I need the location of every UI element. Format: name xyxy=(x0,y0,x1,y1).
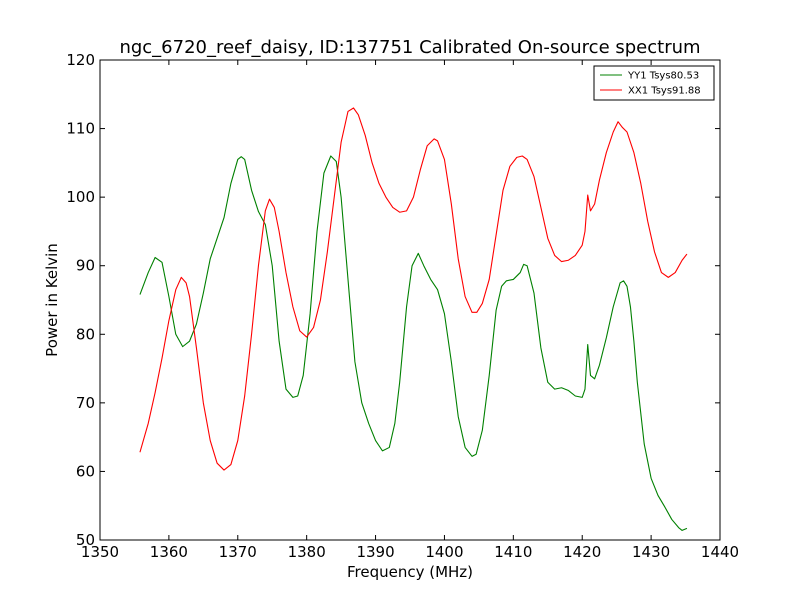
y-tick-label: 90 xyxy=(76,257,95,275)
series-layer xyxy=(139,107,688,531)
y-tick-label: 100 xyxy=(66,188,95,206)
x-tick-label: 1420 xyxy=(563,543,601,561)
x-tick-label: 1400 xyxy=(425,543,463,561)
x-axis-label: Frequency (MHz) xyxy=(347,563,473,581)
x-tick-label: 1380 xyxy=(288,543,326,561)
plot-frame xyxy=(99,59,721,541)
x-tick-label: 1440 xyxy=(701,543,739,561)
x-tick-label: 1390 xyxy=(356,543,394,561)
y-tick-label: 50 xyxy=(76,531,95,549)
legend: YY1 Tsys80.53 XX1 Tsys91.88 xyxy=(593,65,715,101)
y-tick-label: 60 xyxy=(76,462,95,480)
x-tick-label: 1430 xyxy=(632,543,670,561)
legend-box xyxy=(593,65,715,101)
x-tick-label: 1410 xyxy=(494,543,532,561)
chart-title: ngc_6720_reef_daisy, ID:137751 Calibrate… xyxy=(119,37,700,58)
y-tick-label: 110 xyxy=(66,120,95,138)
y-axis-label: Power in Kelvin xyxy=(43,243,61,357)
y-tick-label: 120 xyxy=(66,51,95,69)
legend-label-yy1: YY1 Tsys80.53 xyxy=(627,71,699,82)
series-line-xx1 xyxy=(139,107,688,471)
x-tick-label: 1360 xyxy=(150,543,188,561)
y-tick-label: 80 xyxy=(76,325,95,343)
y-tick-label: 70 xyxy=(76,394,95,412)
series-line-yy1 xyxy=(139,155,688,531)
axis-ticks: 1350 1360 1370 1380 1390 1400 1410 1420 1430 1440… xyxy=(66,51,739,561)
x-tick-label: 1350 xyxy=(81,543,119,561)
legend-label-xx1: XX1 Tsys91.88 xyxy=(628,86,701,97)
x-tick-label: 1370 xyxy=(219,543,257,561)
